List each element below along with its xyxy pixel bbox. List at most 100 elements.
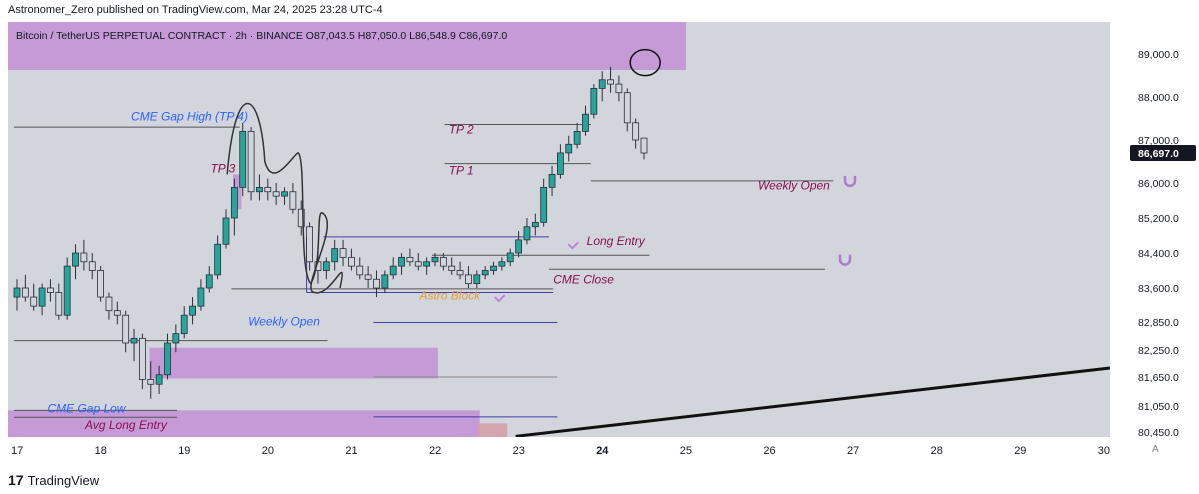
candle-body [565, 143, 573, 154]
candle-body [439, 256, 447, 267]
candle-body [481, 270, 489, 276]
candle-body [523, 226, 531, 241]
time-tick-label: 24 [596, 445, 609, 457]
candle-body [197, 287, 205, 307]
annotation-label: Avg Long Entry [84, 418, 168, 432]
tradingview-brand: TradingView [27, 472, 100, 488]
candle-body [373, 278, 380, 289]
candle-body [47, 287, 54, 293]
candle-body [465, 274, 472, 285]
candle-body [498, 261, 506, 267]
price-axis-canvas[interactable]: 89,000.0 88,000.0 87,000.0 86,000.0 85,200.0… [1110, 22, 1199, 439]
time-tick-label: 30 [1098, 445, 1110, 457]
candle-body [506, 252, 514, 263]
tradingview-logo-icon: 17 [8, 472, 24, 488]
candle-body [347, 256, 355, 267]
zones-layer [8, 22, 686, 437]
candle-body [256, 186, 263, 193]
candle-body [130, 337, 138, 344]
time-tick-label: 29 [1014, 445, 1026, 457]
magnet-icon [843, 175, 857, 188]
time-tick-label: 25 [680, 445, 692, 457]
candle-body [431, 256, 439, 263]
candle-body [473, 274, 481, 285]
price-tick-label: 86,000.0 [1138, 178, 1179, 190]
candle-body [406, 256, 414, 263]
price-tick-label: 84,400.0 [1138, 248, 1179, 260]
candle-body [80, 252, 88, 263]
candle-body [205, 274, 213, 289]
candle-body [548, 173, 556, 188]
price-tick-label: 87,000.0 [1138, 135, 1179, 147]
candle-body [598, 79, 606, 89]
candle-body [21, 287, 29, 298]
gap-fill-box [477, 423, 508, 437]
price-tick-label: 82,250.0 [1138, 345, 1179, 357]
chart-plot-area[interactable]: CME Gap High (TP 4) TP 3 TP 2 TP 1 Weekly Op… [8, 22, 1110, 437]
freehand-path [226, 102, 344, 294]
candle-body [456, 270, 464, 276]
last-price-badge [1130, 145, 1196, 162]
annotation-label: Weekly Open [248, 314, 320, 328]
price-tick-label: 83,600.0 [1138, 283, 1179, 295]
candle-body [264, 186, 272, 193]
candle-body [640, 137, 648, 154]
candle-body [423, 261, 431, 267]
time-tick-label: 22 [429, 445, 441, 457]
candle-body [105, 296, 113, 312]
top-supply-zone [8, 22, 686, 70]
candle-body [573, 131, 581, 145]
candle-body [632, 122, 640, 141]
candle-body [122, 314, 130, 344]
top-circle [629, 48, 661, 77]
time-tick-label: 20 [262, 445, 274, 457]
candle-body [414, 261, 422, 267]
time-tick-label: 17 [11, 445, 23, 457]
candle-body [147, 379, 155, 385]
chart-title: Bitcoin / TetherUS PERPETUAL CONTRACT · … [16, 30, 508, 42]
candle-body [30, 296, 38, 307]
candle-body [531, 221, 539, 228]
candle-body [164, 342, 171, 376]
candle-body [214, 243, 222, 276]
price-axis[interactable]: 89,000.0 88,000.0 87,000.0 86,000.0 85,200.0… [1110, 22, 1199, 439]
auto-scale-button[interactable]: A [1152, 444, 1159, 455]
candle-body [381, 274, 389, 289]
time-tick-label: 28 [931, 445, 943, 457]
candle-body [180, 314, 188, 335]
time-tick-label: 27 [847, 445, 859, 457]
candle-body [172, 333, 180, 344]
candle-body [138, 337, 146, 380]
candle-body [97, 270, 104, 298]
price-tick-label: 89,000.0 [1138, 49, 1179, 61]
candle-body [297, 208, 305, 228]
candle-body [590, 88, 598, 115]
cme-gap-zone [8, 410, 480, 437]
time-axis[interactable]: 17 18 19 20 21 22 23 24 25 26 27 28 29 30 [8, 437, 1178, 467]
trendline [515, 366, 1110, 437]
candle-body [540, 186, 548, 223]
candle-body [189, 305, 196, 316]
candle-body [72, 252, 79, 267]
candle-body [239, 131, 247, 188]
annotation-label: TP 2 [449, 123, 474, 137]
candle-body [623, 92, 631, 124]
candle-body [582, 113, 589, 132]
time-tick-label: 19 [178, 445, 190, 457]
annotation-label: Long Entry [587, 234, 646, 248]
candle-body [155, 374, 163, 385]
candle-body [490, 265, 497, 271]
time-tick-label: 26 [763, 445, 775, 457]
chart-canvas[interactable]: CME Gap High (TP 4) TP 3 TP 2 TP 1 Weekly Op… [8, 22, 1110, 437]
demand-zone [149, 347, 438, 379]
time-tick-label: 23 [513, 445, 525, 457]
candle-body [281, 191, 288, 197]
price-tick-label: 81,050.0 [1138, 401, 1179, 413]
candle-body [13, 287, 21, 298]
annotation-label: TP 3 [210, 161, 235, 175]
time-axis-canvas[interactable]: 17 18 19 20 21 22 23 24 25 26 27 28 29 30 [8, 437, 1178, 467]
candles-layer [13, 66, 648, 399]
magnet-icon [838, 254, 852, 266]
candle-body [63, 265, 71, 316]
candle-body [289, 191, 297, 210]
